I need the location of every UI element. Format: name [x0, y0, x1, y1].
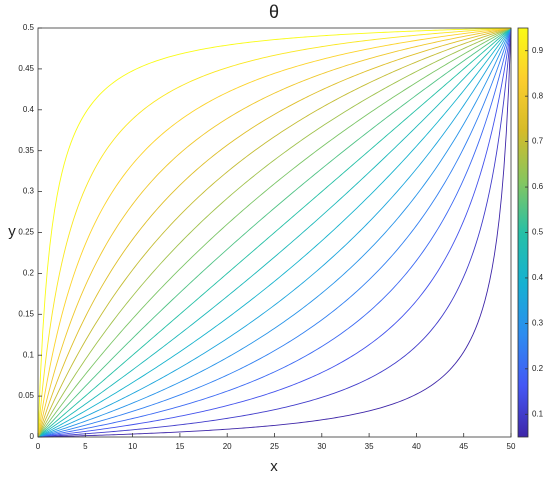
- x-tick-label: 25: [270, 442, 279, 451]
- contour-line: [37, 27, 512, 438]
- contour-line: [37, 27, 512, 438]
- x-tick-label: 35: [365, 442, 374, 451]
- x-tick-label: 0: [36, 442, 41, 451]
- colorbar-tick-label: 0.6: [532, 182, 544, 191]
- contour-line: [37, 27, 512, 438]
- contour-line: [37, 27, 512, 438]
- x-tick-label: 50: [507, 442, 516, 451]
- colorbar-tick-label: 0.5: [532, 228, 544, 237]
- contour-line: [37, 27, 512, 438]
- contour-line: [37, 27, 512, 438]
- colorbar-tick-label: 0.4: [532, 273, 544, 282]
- x-tick-label: 15: [175, 442, 184, 451]
- contour-line: [37, 27, 512, 438]
- contour-line: [37, 27, 512, 438]
- contour-line: [37, 27, 512, 438]
- x-tick-label: 45: [459, 442, 468, 451]
- contour-line: [37, 27, 512, 438]
- y-tick-label: 0.2: [23, 269, 35, 278]
- y-tick-label: 0.35: [18, 146, 34, 155]
- x-tick-label: 30: [317, 442, 326, 451]
- y-tick-label: 0.5: [23, 23, 35, 32]
- colorbar-tick-label: 0.8: [532, 91, 544, 100]
- colorbar-tick-label: 0.2: [532, 364, 544, 373]
- y-label: y: [8, 223, 16, 240]
- y-tick-label: 0.05: [18, 391, 34, 400]
- chart-title: θ: [269, 2, 279, 22]
- y-tick-label: 0.1: [23, 350, 35, 359]
- contour-line: [37, 27, 512, 438]
- contour-line: [37, 27, 512, 438]
- y-tick-label: 0.25: [18, 228, 34, 237]
- x-label: x: [270, 458, 278, 475]
- contour-line: [37, 27, 512, 438]
- y-tick-label: 0.45: [18, 64, 34, 73]
- colorbar-tick-label: 0.9: [532, 46, 544, 55]
- contour-line: [37, 27, 512, 438]
- colorbar-tick-label: 0.7: [532, 137, 544, 146]
- x-tick-label: 20: [223, 442, 232, 451]
- contour-line: [37, 27, 512, 438]
- x-tick-label: 40: [412, 442, 421, 451]
- y-tick-label: 0.3: [23, 187, 35, 196]
- x-tick-label: 10: [128, 442, 137, 451]
- x-tick-label: 5: [83, 442, 88, 451]
- y-tick-label: 0.4: [23, 105, 35, 114]
- y-tick-label: 0.15: [18, 309, 34, 318]
- contour-line: [37, 27, 512, 438]
- contour-line: [37, 27, 512, 438]
- colorbar-tick-label: 0.1: [532, 409, 544, 418]
- colorbar-tick-label: 0.3: [532, 318, 544, 327]
- contour-line: [37, 27, 512, 438]
- y-tick-label: 0: [30, 432, 35, 441]
- contour-line: [37, 27, 512, 438]
